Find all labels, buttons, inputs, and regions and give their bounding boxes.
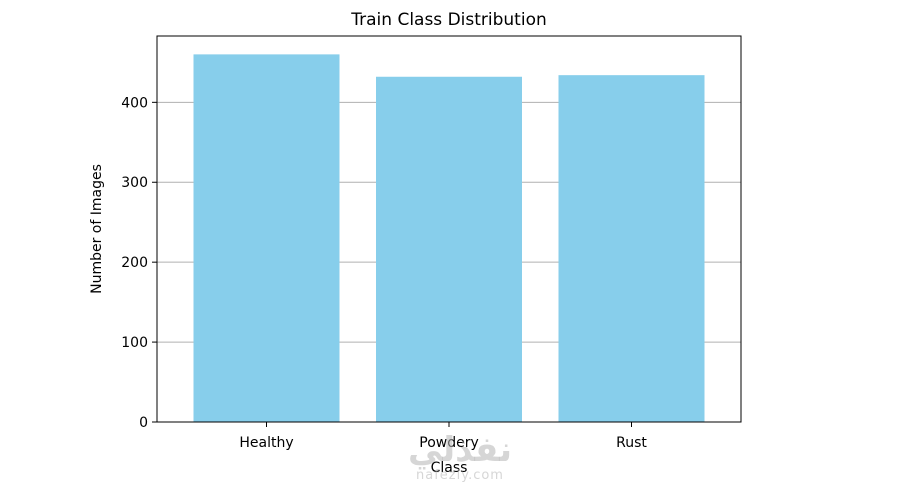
y-axis-label: Number of Images bbox=[89, 164, 105, 294]
y-axis-ticks: 0 100 200 300 400 bbox=[121, 95, 157, 431]
chart-title: Train Class Distribution bbox=[350, 10, 547, 30]
x-axis-label: Class bbox=[431, 460, 468, 476]
bar-rust bbox=[558, 75, 705, 422]
y-tick-label: 300 bbox=[121, 175, 148, 191]
x-tick-label: Powdery bbox=[419, 435, 479, 451]
y-tick-label: 100 bbox=[121, 335, 148, 351]
y-tick-label: 0 bbox=[139, 415, 148, 431]
x-tick-label: Healthy bbox=[239, 435, 293, 451]
x-axis-ticks: Healthy Powdery Rust bbox=[239, 422, 647, 451]
y-tick-label: 200 bbox=[121, 255, 148, 271]
bars bbox=[193, 54, 705, 423]
y-tick-label: 400 bbox=[121, 95, 148, 111]
bar-powdery bbox=[376, 76, 522, 423]
x-tick-label: Rust bbox=[616, 435, 647, 451]
bar-healthy bbox=[193, 54, 340, 422]
